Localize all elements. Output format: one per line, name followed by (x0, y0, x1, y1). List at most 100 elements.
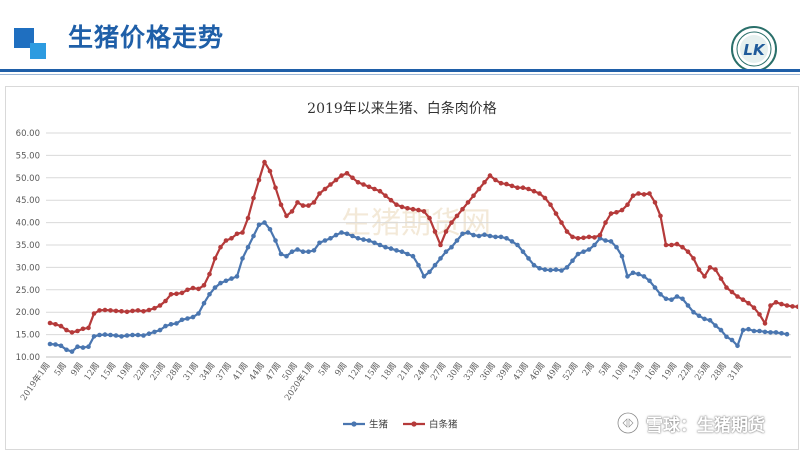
data-point (740, 297, 746, 302)
data-point (784, 331, 790, 337)
x-tick-label: 12周 (347, 361, 366, 383)
data-point (311, 200, 317, 205)
data-point (328, 236, 333, 241)
xueqiu-watermark: 雪球：生猪期货 (616, 406, 765, 440)
x-tick-label: 31周 (182, 361, 201, 383)
x-tick-label: 52周 (561, 361, 580, 383)
x-tick-label: 12周 (83, 361, 102, 383)
data-point (278, 251, 284, 257)
x-tick-label: 25周 (149, 361, 168, 383)
data-point (658, 213, 663, 219)
data-point (102, 307, 108, 313)
data-point (416, 207, 421, 213)
data-point (493, 177, 498, 183)
data-point (146, 331, 152, 336)
data-point (273, 238, 278, 243)
data-point (449, 220, 454, 225)
data-point (355, 180, 361, 185)
data-point (768, 330, 773, 335)
x-tick-label: 13周 (627, 361, 646, 383)
data-point (267, 227, 273, 232)
data-point (564, 265, 570, 270)
x-tick-label: 15周 (99, 361, 118, 383)
data-point (168, 322, 174, 327)
y-tick-label: 45.00 (16, 196, 40, 206)
data-point (718, 327, 724, 333)
data-point (97, 308, 102, 313)
data-point (465, 200, 471, 205)
data-point (509, 239, 515, 244)
data-point (152, 329, 157, 335)
data-point (443, 249, 449, 254)
data-point (614, 210, 619, 215)
y-tick-label: 15.00 (16, 331, 40, 341)
data-point (317, 240, 322, 246)
data-point (317, 191, 322, 196)
data-point (163, 298, 168, 304)
x-tick-label: 19周 (116, 361, 135, 383)
data-point (163, 323, 168, 329)
data-point (399, 249, 405, 254)
data-point (537, 266, 542, 271)
data-point (471, 193, 476, 198)
data-point (564, 229, 570, 234)
data-point (432, 262, 438, 268)
data-point (641, 192, 647, 197)
legend-label: 生猪 (369, 419, 389, 431)
y-tick-label: 40.00 (16, 219, 40, 229)
data-point (696, 313, 702, 319)
data-point (779, 331, 784, 336)
data-point (146, 307, 152, 313)
data-point (702, 274, 707, 279)
data-point (113, 308, 119, 314)
data-point (179, 290, 185, 296)
x-tick-label: 46周 (528, 361, 547, 383)
data-point (707, 318, 713, 323)
data-point (460, 231, 465, 237)
data-point (669, 297, 674, 302)
data-point (328, 182, 333, 187)
data-point (449, 244, 454, 250)
x-tick-label: 49周 (545, 361, 564, 383)
data-point (487, 173, 493, 178)
data-point (306, 203, 311, 208)
data-point (152, 305, 157, 311)
title-decoration-square-small (30, 43, 46, 59)
data-point (498, 234, 504, 240)
data-point (388, 197, 394, 203)
data-point (586, 234, 592, 240)
data-point (691, 309, 696, 315)
data-point (619, 253, 625, 259)
data-point (223, 278, 229, 284)
data-point (509, 183, 515, 189)
data-point (482, 180, 487, 185)
data-point (570, 258, 575, 263)
data-point (476, 186, 482, 192)
data-point (75, 344, 80, 350)
data-point (350, 233, 355, 239)
x-tick-label: 28周 (710, 361, 729, 383)
x-tick-label: 21周 (396, 361, 415, 383)
data-point (592, 242, 597, 248)
data-point (773, 300, 779, 305)
data-point (443, 229, 449, 234)
x-tick-label: 34周 (198, 361, 217, 383)
data-point (124, 309, 130, 315)
data-point (251, 233, 256, 239)
data-point (284, 253, 289, 259)
data-point (262, 159, 267, 165)
data-point (289, 209, 295, 214)
data-point (102, 332, 108, 337)
data-point (69, 349, 75, 354)
data-point (201, 283, 207, 288)
data-point (361, 182, 366, 187)
data-point (394, 248, 399, 253)
data-point (460, 206, 465, 212)
data-point (647, 278, 652, 284)
x-tick-label: 16周 (644, 361, 663, 383)
data-point (97, 332, 102, 338)
data-point (713, 267, 718, 272)
data-point (223, 238, 229, 243)
data-point (531, 262, 537, 268)
x-tick-label: 37周 (215, 361, 234, 383)
